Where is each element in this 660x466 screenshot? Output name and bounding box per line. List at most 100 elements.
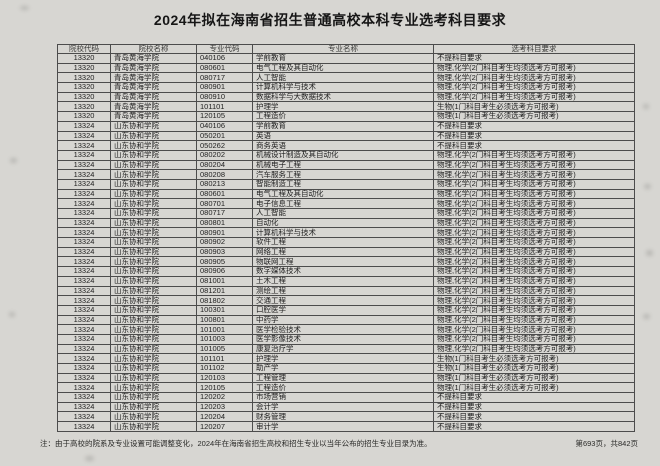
major-code-cell: 100301 — [196, 304, 253, 316]
major-name-cell: 工程管理 — [252, 372, 434, 384]
requirement-cell: 物理,化学(2门科目考生均须选考方可报考) — [433, 188, 635, 200]
college-code-cell: 13324 — [57, 372, 111, 384]
college-code-cell: 13324 — [57, 304, 111, 316]
table-row: 13324 山东协和学院 080901 计算机科学与技术 物理,化学(2门科目考生均须选… — [57, 227, 635, 239]
major-code-cell: 101101 — [196, 101, 253, 113]
table-row: 13320 青岛黄海学院 120105 工程造价 物理(1门科目考生必须选考方可报考) — [57, 111, 635, 122]
requirement-cell: 物理,化学(2门科目考生均须选考方可报考) — [433, 227, 635, 239]
table-row: 13324 山东协和学院 080717 人工智能 物理,化学(2门科目考生均须选考方可报… — [57, 208, 635, 219]
table-row: 13324 山东协和学院 120203 会计学 不提科目要求 — [57, 401, 635, 413]
scan-smudge-artifact — [10, 158, 17, 163]
college-code-cell: 13324 — [57, 208, 111, 219]
requirement-cell: 物理,化学(2门科目考生均须选考方可报考) — [433, 246, 635, 258]
major-name-cell: 软件工程 — [252, 237, 434, 248]
table-row: 13324 山东协和学院 101101 护理学 生物(1门科目考生必须选考方可报考) — [57, 353, 635, 364]
requirement-cell: 不提科目要求 — [433, 421, 635, 432]
table-row: 13324 山东协和学院 080213 智能制造工程 物理,化学(2门科目考生均须选考方… — [57, 178, 635, 190]
major-code-cell: 081001 — [196, 275, 253, 287]
major-code-cell: 120202 — [196, 392, 253, 403]
major-code-cell: 050201 — [196, 130, 253, 142]
college-code-cell: 13324 — [57, 421, 111, 432]
major-name-cell: 工程造价 — [252, 111, 434, 122]
college-name-cell: 青岛黄海学院 — [110, 72, 197, 84]
requirement-cell: 物理,化学(2门科目考生均须选考方可报考) — [433, 72, 635, 84]
major-name-cell: 交通工程 — [252, 295, 434, 306]
scan-smudge-artifact — [646, 250, 653, 256]
college-code-cell: 13324 — [57, 275, 111, 287]
major-code-cell: 080901 — [196, 82, 253, 93]
requirement-cell: 不提科目要求 — [433, 392, 635, 403]
college-name-cell: 山东协和学院 — [110, 401, 197, 413]
requirement-cell: 生物(1门科目考生必须选考方可报考) — [433, 353, 635, 364]
college-name-cell: 山东协和学院 — [110, 392, 197, 403]
college-code-cell: 13324 — [57, 149, 111, 161]
major-code-cell: 120207 — [196, 421, 253, 432]
table-header-row: 院校代码 院校名称 专业代码 专业名称 选考科目要求 — [57, 44, 635, 54]
table-row: 13324 山东协和学院 120204 财务管理 不提科目要求 — [57, 411, 635, 423]
major-name-cell: 网络工程 — [252, 246, 434, 258]
requirement-cell: 不提科目要求 — [433, 140, 635, 151]
college-name-cell: 山东协和学院 — [110, 237, 197, 248]
major-name-cell: 商务英语 — [252, 140, 434, 151]
requirement-cell: 物理,化学(2门科目考生均须选考方可报考) — [433, 343, 635, 355]
college-code-cell: 13324 — [57, 314, 111, 326]
table-row: 13324 山东协和学院 100301 口腔医学 物理,化学(2门科目考生均须选考方可报… — [57, 304, 635, 316]
college-name-cell: 山东协和学院 — [110, 246, 197, 258]
major-code-cell: 101001 — [196, 324, 253, 335]
major-name-cell: 口腔医学 — [252, 304, 434, 316]
major-code-cell: 080801 — [196, 217, 253, 229]
requirement-cell: 物理,化学(2门科目考生均须选考方可报考) — [433, 324, 635, 335]
table-row: 13324 山东协和学院 080601 电气工程及其自动化 物理,化学(2门科目考生均须… — [57, 188, 635, 200]
major-code-cell: 080905 — [196, 256, 253, 268]
college-name-cell: 山东协和学院 — [110, 295, 197, 306]
major-code-header: 专业代码 — [196, 44, 253, 54]
table-row: 13324 山东协和学院 120207 审计学 不提科目要求 — [57, 421, 635, 432]
requirement-cell: 物理,化学(2门科目考生均须选考方可报考) — [433, 295, 635, 306]
requirement-cell: 物理,化学(2门科目考生均须选考方可报考) — [433, 198, 635, 209]
college-name-cell: 山东协和学院 — [110, 149, 197, 161]
table-row: 13324 山东协和学院 080208 汽车服务工程 物理,化学(2门科目考生均须选考方… — [57, 169, 635, 180]
requirement-cell: 物理,化学(2门科目考生均须选考方可报考) — [433, 275, 635, 287]
college-name-cell: 山东协和学院 — [110, 120, 197, 132]
major-code-cell: 080204 — [196, 159, 253, 171]
table-row: 13324 山东协和学院 050262 商务英语 不提科目要求 — [57, 140, 635, 151]
major-code-cell: 080910 — [196, 91, 253, 103]
major-code-cell: 080901 — [196, 227, 253, 239]
college-name-cell: 山东协和学院 — [110, 266, 197, 277]
major-name-cell: 机械设计制造及其自动化 — [252, 149, 434, 161]
college-name-cell: 青岛黄海学院 — [110, 53, 197, 64]
major-name-cell: 中药学 — [252, 314, 434, 326]
major-code-cell: 040106 — [196, 53, 253, 64]
college-name-cell: 山东协和学院 — [110, 159, 197, 171]
page-title: 2024年拟在海南省招生普通高校本科专业选考科目要求 — [153, 12, 507, 28]
major-name-cell: 学前教育 — [252, 53, 434, 64]
table-row: 13324 山东协和学院 101005 康复治疗学 物理,化学(2门科目考生均须选考方可… — [57, 343, 635, 355]
major-code-cell: 100801 — [196, 314, 253, 326]
major-code-cell: 080903 — [196, 246, 253, 258]
major-code-cell: 080717 — [196, 208, 253, 219]
table-row: 13324 山东协和学院 080903 网络工程 物理,化学(2门科目考生均须选考方可报… — [57, 246, 635, 258]
requirement-cell: 物理(1门科目考生必须选考方可报考) — [433, 382, 635, 394]
college-code-cell: 13324 — [57, 178, 111, 190]
requirement-cell: 物理,化学(2门科目考生均须选考方可报考) — [433, 256, 635, 268]
college-name-cell: 青岛黄海学院 — [110, 91, 197, 103]
requirement-cell: 物理,化学(2门科目考生均须选考方可报考) — [433, 178, 635, 190]
college-name-cell: 山东协和学院 — [110, 256, 197, 268]
college-code-cell: 13324 — [57, 333, 111, 345]
table-row: 13324 山东协和学院 100801 中药学 物理,化学(2门科目考生均须选考方可报考… — [57, 314, 635, 326]
college-name-cell: 山东协和学院 — [110, 140, 197, 151]
requirement-cell: 物理,化学(2门科目考生均须选考方可报考) — [433, 149, 635, 161]
college-name-cell: 青岛黄海学院 — [110, 82, 197, 93]
major-name-cell: 英语 — [252, 130, 434, 142]
college-code-cell: 13320 — [57, 82, 111, 93]
college-code-cell: 13324 — [57, 392, 111, 403]
major-name-cell: 电子信息工程 — [252, 198, 434, 209]
college-name-cell: 山东协和学院 — [110, 285, 197, 297]
requirement-header: 选考科目要求 — [433, 44, 635, 54]
table-row: 13324 山东协和学院 101102 助产学 生物(1门科目考生必须选考方可报考) — [57, 363, 635, 374]
major-code-cell: 101102 — [196, 363, 253, 374]
table-row: 13324 山东协和学院 120103 工程管理 物理(1门科目考生必须选考方可报考) — [57, 372, 635, 384]
major-name-cell: 医学检验技术 — [252, 324, 434, 335]
requirement-cell: 物理,化学(2门科目考生均须选考方可报考) — [433, 159, 635, 171]
college-code-cell: 13324 — [57, 285, 111, 297]
